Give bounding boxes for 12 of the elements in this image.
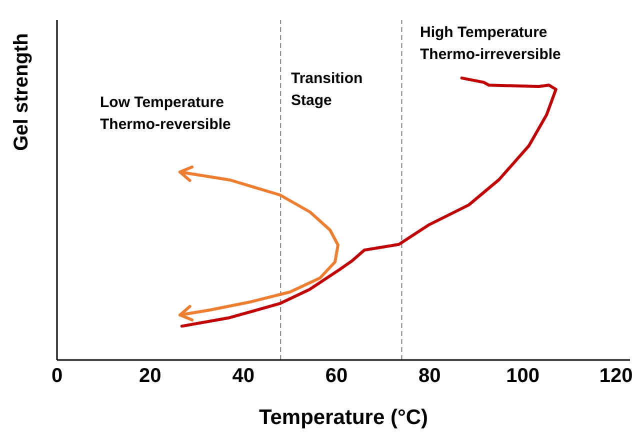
x-tick-label: 120 bbox=[599, 365, 633, 388]
x-tick-label: 100 bbox=[506, 365, 540, 388]
text: High Temperature Thermo-irreversible bbox=[420, 23, 561, 65]
x-axis-title: Temperature (°C) bbox=[258, 406, 428, 429]
x-tick-label: 40 bbox=[232, 365, 254, 388]
x-tick-label: 80 bbox=[418, 365, 441, 388]
x-tick-label: 20 bbox=[139, 365, 162, 388]
annotation: Transition Stage bbox=[291, 69, 363, 111]
x-tick-label: 0 bbox=[51, 365, 63, 388]
y-axis-title: Gel strength bbox=[10, 33, 32, 151]
x-tick-label: 60 bbox=[325, 365, 348, 388]
annotation: Low Temperature Thermo-reversible bbox=[100, 93, 231, 135]
